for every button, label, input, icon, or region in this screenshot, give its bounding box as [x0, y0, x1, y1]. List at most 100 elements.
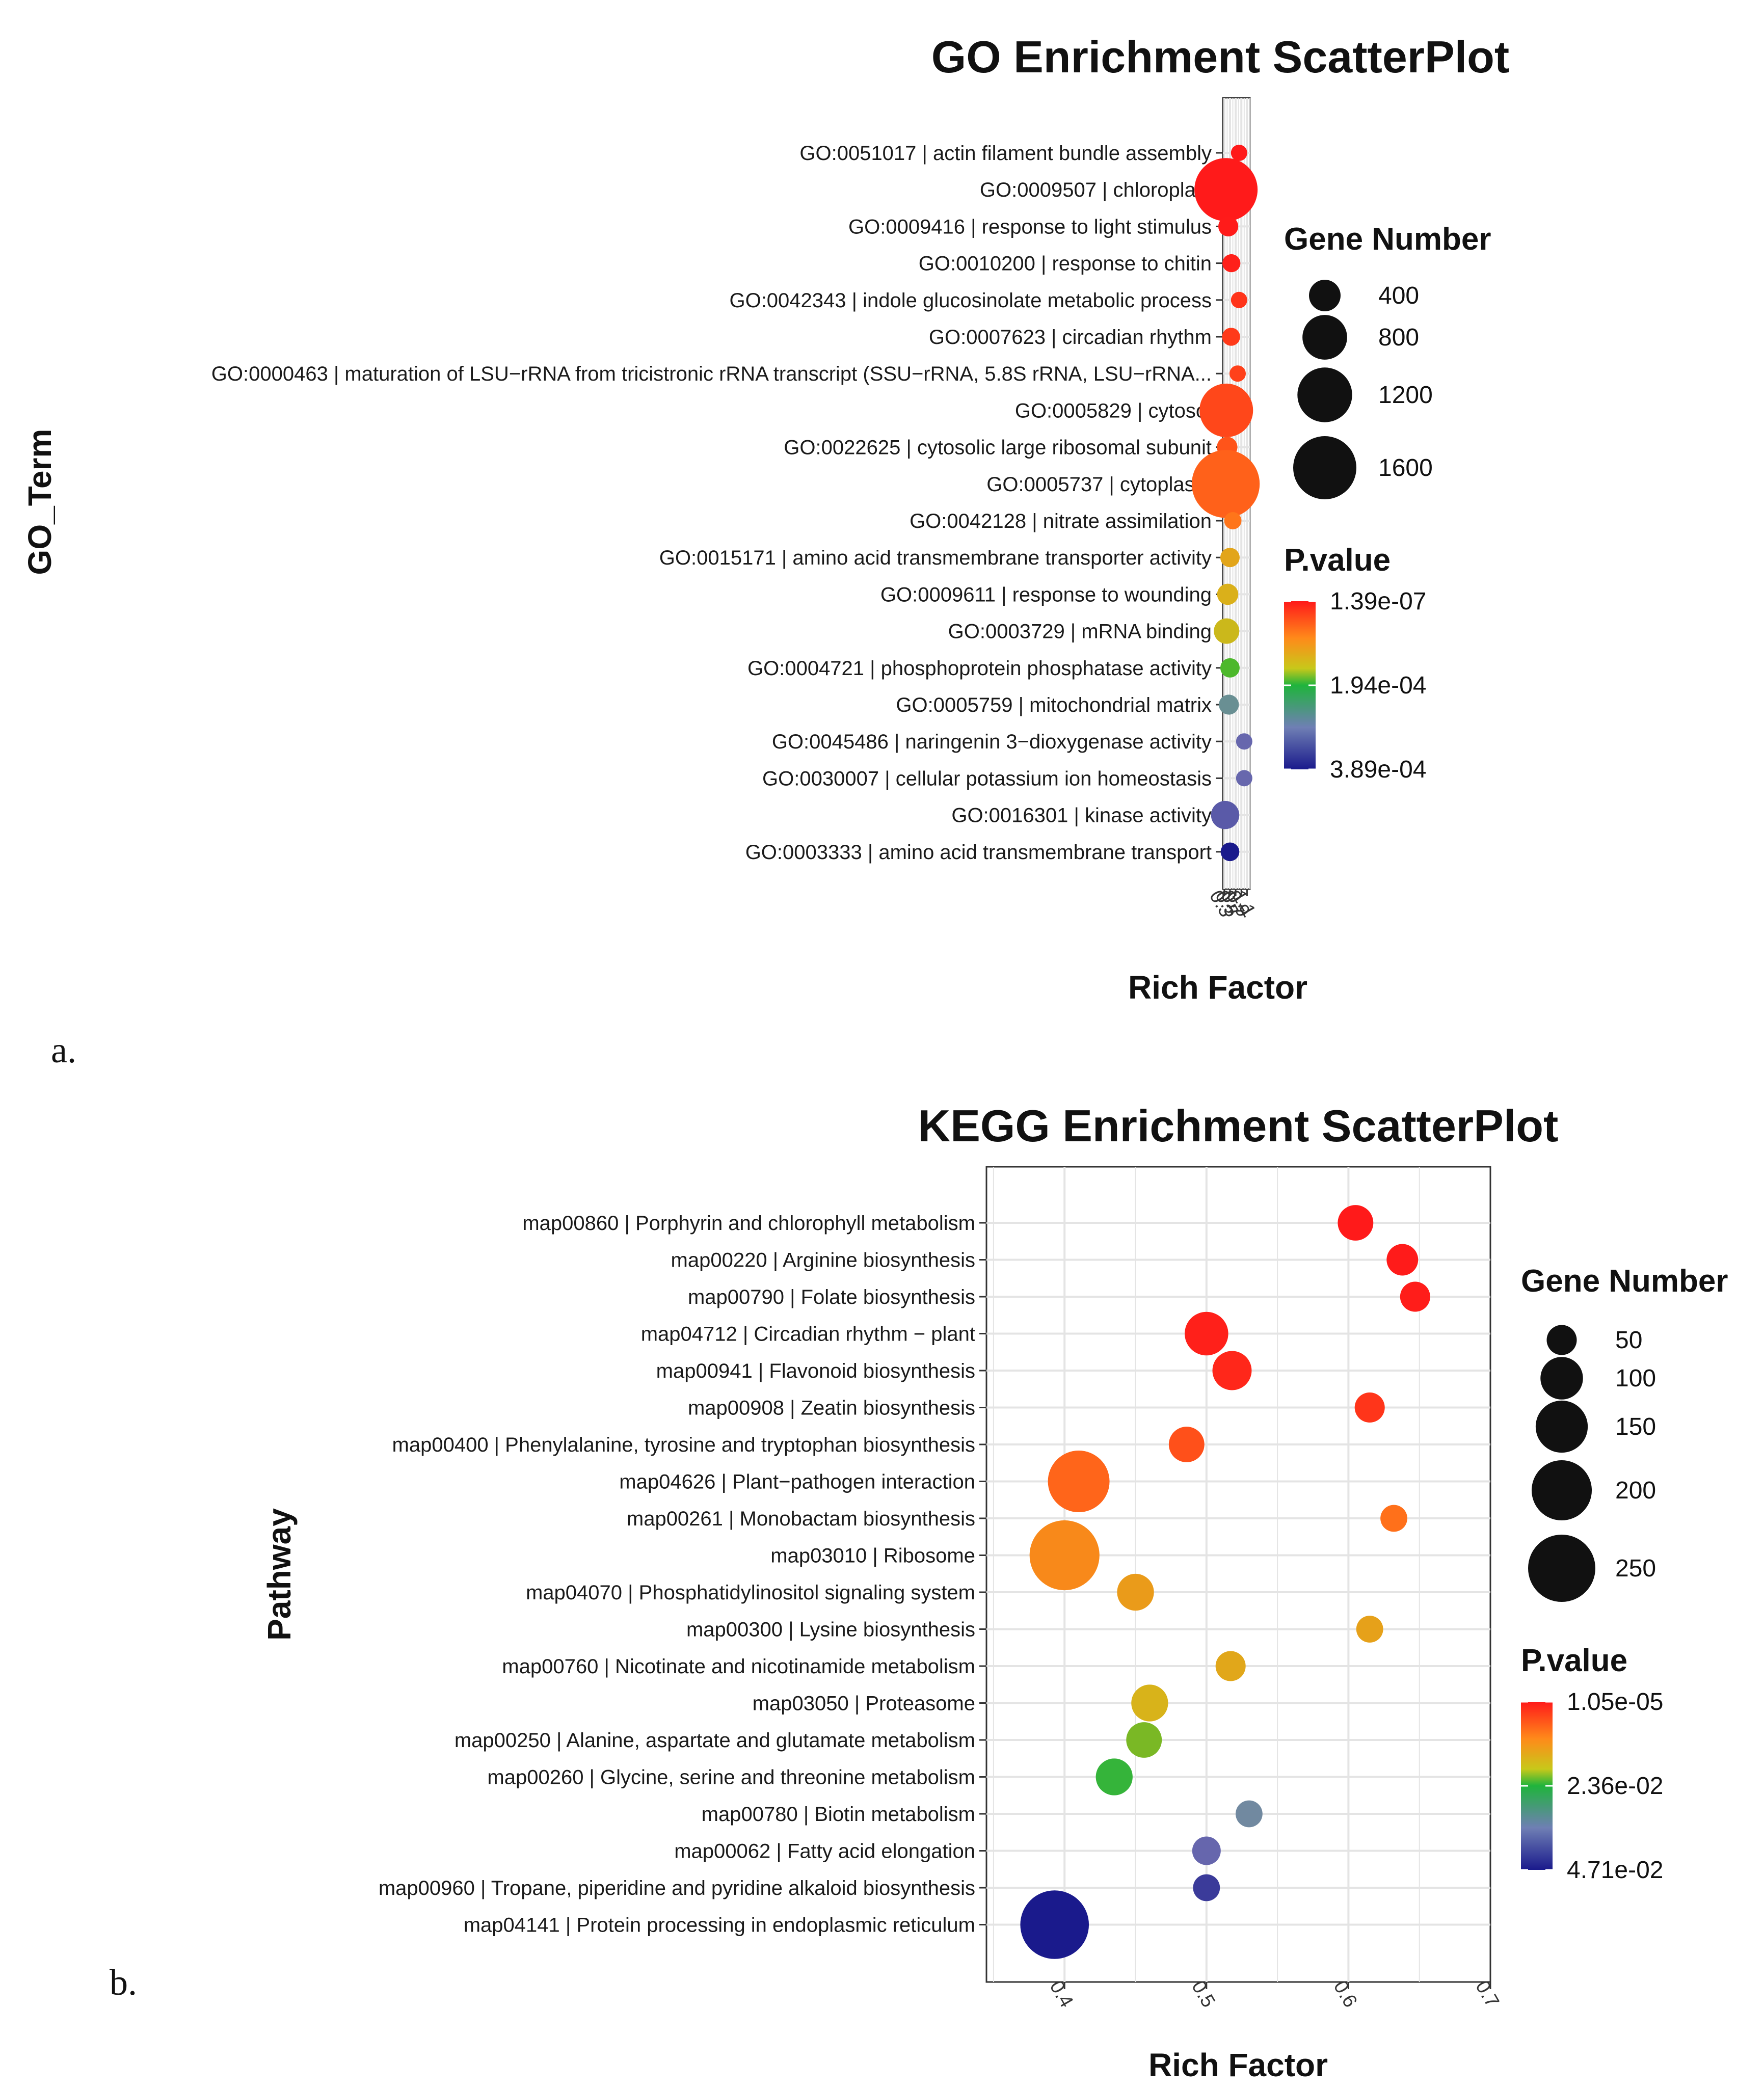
kegg-size-legend-dot — [1546, 1325, 1576, 1355]
go-term-label: GO:0009507 | chloroplast — [980, 179, 1212, 201]
go-panel-label: a. — [51, 1030, 76, 1070]
kegg-term-label: map04070 | Phosphatidylinositol signalin… — [526, 1582, 975, 1604]
go-size-legend-dot — [1302, 315, 1347, 360]
kegg-point — [1216, 1651, 1246, 1681]
go-term-label: GO:0005737 | cytoplasm — [986, 473, 1212, 496]
go-point — [1224, 512, 1242, 529]
kegg-term-label: map00250 | Alanine, aspartate and glutam… — [455, 1729, 975, 1752]
kegg-term-label: map04626 | Plant−pathogen interaction — [619, 1471, 975, 1493]
kegg-point — [1131, 1684, 1168, 1721]
go-point — [1221, 842, 1240, 861]
go-term-label: GO:0003729 | mRNA binding — [948, 621, 1212, 643]
go-term-label: GO:0003333 | amino acid transmembrane tr… — [745, 841, 1212, 864]
go-point — [1218, 217, 1238, 236]
kegg-point — [1192, 1836, 1221, 1865]
kegg-size-legend-dot — [1532, 1460, 1592, 1520]
kegg-point — [1400, 1281, 1430, 1311]
go-point — [1199, 384, 1253, 437]
go-term-label: GO:0015171 | amino acid transmembrane tr… — [659, 547, 1212, 569]
kegg-point — [1126, 1722, 1162, 1758]
go-chart-title: GO Enrichment ScatterPlot — [931, 32, 1509, 82]
go-term-label: GO:0042343 | indole glucosinolate metabo… — [729, 289, 1212, 312]
kegg-term-label: map03010 | Ribosome — [770, 1545, 975, 1567]
go-term-label: GO:0005829 | cytosol — [1015, 399, 1212, 422]
kegg-point — [1117, 1574, 1154, 1611]
kegg-color-legend-title: P.value — [1521, 1643, 1627, 1678]
kegg-term-label: map00941 | Flavonoid biosynthesis — [656, 1360, 975, 1382]
go-size-legend-label: 800 — [1378, 324, 1419, 351]
kegg-color-legend-label: 1.05e-05 — [1567, 1689, 1664, 1716]
go-y-axis-label: GO_Term — [21, 429, 58, 575]
go-term-label: GO:0016301 | kinase activity — [951, 805, 1212, 827]
go-color-legend-label: 1.94e-04 — [1330, 672, 1427, 699]
kegg-term-label: map00260 | Glycine, serine and threonine… — [487, 1766, 975, 1789]
kegg-term-label: map00790 | Folate biosynthesis — [688, 1286, 975, 1308]
kegg-point — [1355, 1392, 1385, 1423]
kegg-term-label: map03050 | Proteasome — [753, 1693, 975, 1715]
go-term-label: GO:0005759 | mitochondrial matrix — [896, 694, 1212, 716]
kegg-size-legend-title: Gene Number — [1521, 1264, 1728, 1299]
kegg-term-label: map00860 | Porphyrin and chlorophyll met… — [522, 1212, 975, 1235]
kegg-y-axis-label: Pathway — [261, 1508, 298, 1641]
kegg-term-label: map00062 | Fatty acid elongation — [674, 1840, 975, 1863]
go-point — [1231, 145, 1247, 161]
kegg-term-label: map00261 | Monobactam biosynthesis — [627, 1508, 975, 1530]
go-term-label: GO:0045486 | naringenin 3−dioxygenase ac… — [772, 731, 1212, 753]
go-term-label: GO:0004721 | phosphoprotein phosphatase … — [747, 657, 1212, 680]
go-point — [1222, 254, 1240, 272]
go-point — [1236, 733, 1252, 749]
go-point — [1192, 450, 1260, 518]
go-size-legend-dot — [1297, 367, 1352, 422]
kegg-point — [1236, 1801, 1263, 1828]
go-term-label: GO:0007623 | circadian rhythm — [929, 326, 1212, 349]
kegg-size-legend-label: 150 — [1615, 1413, 1656, 1440]
kegg-point — [1356, 1616, 1383, 1643]
go-point — [1236, 770, 1252, 786]
go-color-legend-title: P.value — [1284, 543, 1391, 578]
go-point — [1230, 365, 1246, 382]
kegg-term-label: map00300 | Lysine biosynthesis — [686, 1619, 975, 1641]
go-term-label: GO:0030007 | cellular potassium ion home… — [762, 767, 1212, 790]
kegg-point — [1386, 1244, 1418, 1276]
go-point — [1214, 619, 1239, 644]
go-x-axis-label: Rich Factor — [1128, 969, 1307, 1006]
kegg-size-legend-dot — [1540, 1357, 1583, 1399]
go-size-legend-dot — [1309, 280, 1341, 311]
kegg-point — [1212, 1351, 1251, 1390]
kegg-term-label: map04141 | Protein processing in endopla… — [464, 1914, 975, 1937]
go-term-label: GO:0009611 | response to wounding — [880, 583, 1212, 606]
kegg-term-label: map00960 | Tropane, piperidine and pyrid… — [379, 1877, 975, 1899]
kegg-term-label: map04712 | Circadian rhythm − plant — [641, 1323, 975, 1346]
go-point — [1231, 292, 1247, 308]
kegg-term-label: map00760 | Nicotinate and nicotinamide m… — [502, 1655, 975, 1678]
go-size-legend-label: 1600 — [1378, 454, 1433, 481]
kegg-color-legend-label: 2.36e-02 — [1567, 1773, 1664, 1800]
kegg-point — [1096, 1758, 1133, 1795]
go-term-label: GO:0010200 | response to chitin — [919, 253, 1212, 275]
kegg-term-label: map00780 | Biotin metabolism — [702, 1803, 975, 1826]
kegg-point — [1380, 1505, 1407, 1532]
go-size-legend-title: Gene Number — [1284, 222, 1491, 257]
kegg-term-label: map00400 | Phenylalanine, tyrosine and t… — [392, 1434, 975, 1456]
kegg-size-legend-label: 50 — [1615, 1327, 1642, 1354]
go-enrichment-panel: 0.30.50.70.91.1GO:0051017 | actin filame… — [21, 32, 1509, 1070]
kegg-term-label: map00908 | Zeatin biosynthesis — [688, 1397, 975, 1419]
go-point — [1220, 658, 1240, 678]
go-color-legend-label: 3.89e-04 — [1330, 756, 1427, 783]
kegg-size-legend-label: 250 — [1615, 1555, 1656, 1582]
go-color-legend-label: 1.39e-07 — [1330, 588, 1427, 615]
go-size-legend-label: 1200 — [1378, 382, 1433, 409]
go-point — [1222, 328, 1240, 345]
go-point — [1219, 694, 1239, 714]
kegg-color-legend-label: 4.71e-02 — [1567, 1857, 1664, 1884]
go-term-label: GO:0022625 | cytosolic large ribosomal s… — [784, 437, 1212, 459]
kegg-point — [1193, 1874, 1220, 1901]
go-size-legend-label: 400 — [1378, 282, 1419, 309]
kegg-chart-title: KEGG Enrichment ScatterPlot — [918, 1101, 1559, 1151]
go-term-label: GO:0000463 | maturation of LSU−rRNA from… — [211, 363, 1212, 385]
kegg-size-legend-label: 200 — [1615, 1477, 1656, 1504]
go-point — [1211, 801, 1239, 829]
kegg-panel-label: b. — [110, 1962, 137, 2003]
go-point — [1217, 584, 1239, 605]
kegg-point — [1338, 1205, 1373, 1241]
